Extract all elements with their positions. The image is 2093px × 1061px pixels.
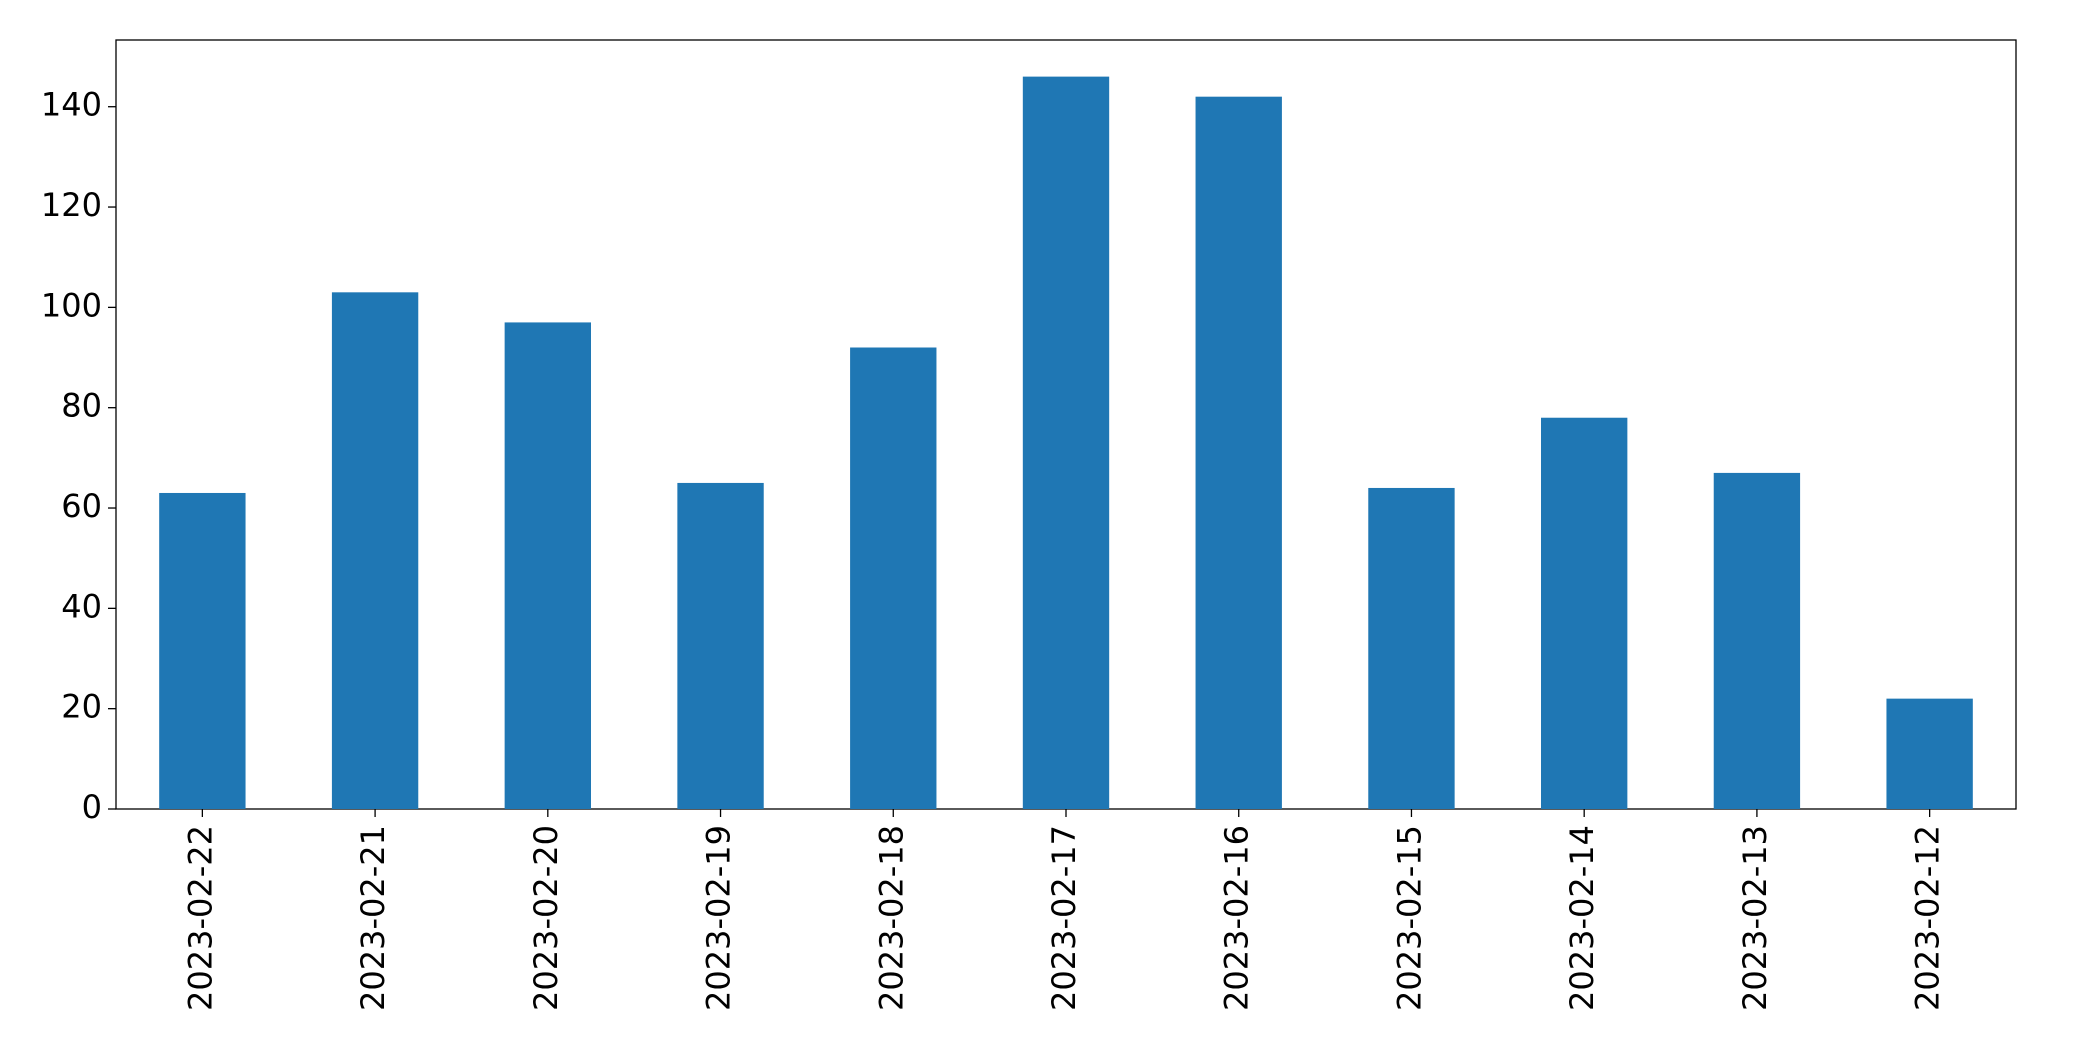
y-tick-label: 20 <box>61 688 102 726</box>
x-tick-label: 2023-02-14 <box>1563 825 1601 1011</box>
y-tick-label: 60 <box>61 487 102 525</box>
x-tick-label: 2023-02-16 <box>1218 825 1256 1011</box>
y-tick-label: 120 <box>41 186 102 224</box>
y-tick-label: 0 <box>82 788 102 826</box>
bar <box>504 322 591 809</box>
x-tick-label: 2023-02-22 <box>181 825 219 1011</box>
x-tick-label: 2023-02-17 <box>1045 825 1083 1011</box>
bar <box>1541 417 1628 809</box>
bar <box>1022 76 1110 810</box>
bar <box>677 482 764 809</box>
bar <box>1368 487 1455 809</box>
y-tick-label: 80 <box>61 387 102 425</box>
y-tick-label: 40 <box>61 587 102 625</box>
x-tick-label: 2023-02-15 <box>1390 825 1428 1011</box>
y-tick-label: 140 <box>41 86 102 124</box>
bar <box>159 492 246 809</box>
x-tick-label: 2023-02-19 <box>700 825 738 1011</box>
bar <box>331 292 419 809</box>
x-tick-label: 2023-02-20 <box>527 825 565 1011</box>
bar <box>1195 96 1282 810</box>
bar <box>1713 472 1801 809</box>
x-tick-label: 2023-02-13 <box>1736 825 1774 1011</box>
x-tick-label: 2023-02-12 <box>1909 825 1947 1011</box>
bar <box>1886 698 1973 809</box>
bar <box>850 347 937 809</box>
y-tick-label: 100 <box>41 286 102 324</box>
x-tick-label: 2023-02-18 <box>872 825 910 1011</box>
x-tick-label: 2023-02-21 <box>354 825 392 1011</box>
